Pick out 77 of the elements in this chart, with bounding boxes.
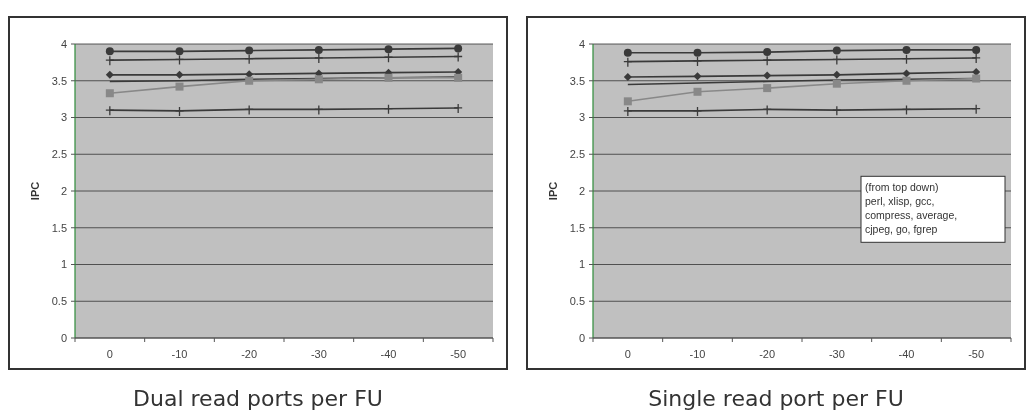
y-tick-label: 2.5 xyxy=(51,148,67,161)
x-tick-label: -40 xyxy=(380,348,397,360)
point xyxy=(105,47,114,56)
x-tick-label: 0 xyxy=(106,348,113,360)
point xyxy=(693,48,702,57)
point xyxy=(972,67,981,76)
x-tick-label: -40 xyxy=(898,348,915,360)
y-tick-label: 4 xyxy=(60,37,67,50)
x-tick-label: -20 xyxy=(241,348,258,360)
point xyxy=(692,106,703,117)
y-axis-title: IPC xyxy=(547,181,559,201)
point xyxy=(693,72,702,81)
x-tick-label: -50 xyxy=(450,348,467,360)
y-tick-label: 0 xyxy=(60,331,67,344)
y-tick-label: 2.5 xyxy=(569,148,585,161)
y-tick-label: 0.5 xyxy=(569,295,585,308)
point xyxy=(623,48,632,57)
point xyxy=(692,56,703,67)
x-tick-label: -50 xyxy=(968,348,985,360)
y-tick-label: 3.5 xyxy=(569,74,585,87)
y-tick-label: 1 xyxy=(578,258,585,271)
y-tick-label: 0.5 xyxy=(51,295,67,308)
text: Single read port per FU xyxy=(648,386,904,411)
x-tick-label: -10 xyxy=(689,348,706,360)
point xyxy=(175,70,184,79)
point xyxy=(832,46,841,55)
text: Dual read ports per FU xyxy=(133,386,383,411)
point xyxy=(832,70,841,79)
point xyxy=(972,45,981,54)
point xyxy=(623,97,632,106)
point xyxy=(971,53,981,64)
y-tick-label: 0 xyxy=(578,331,585,344)
point xyxy=(623,106,633,117)
y-tick-label: 4 xyxy=(578,37,585,50)
point xyxy=(902,45,911,54)
x-tick-label: -30 xyxy=(828,348,845,360)
annotation: cjpeg, go, fgrep xyxy=(865,223,938,236)
y-tick-label: 2 xyxy=(60,184,67,197)
point xyxy=(902,69,911,78)
point xyxy=(105,70,114,79)
point xyxy=(314,75,323,84)
y-tick-label: 1 xyxy=(60,258,67,271)
point xyxy=(175,47,184,56)
point xyxy=(384,73,393,82)
point xyxy=(384,45,393,54)
y-tick-label: 3.5 xyxy=(51,74,67,87)
annotation: (from top down) xyxy=(865,181,939,194)
y-tick-label: 1.5 xyxy=(569,221,585,234)
point xyxy=(763,48,772,57)
point xyxy=(623,73,632,82)
point xyxy=(832,79,841,88)
point xyxy=(174,106,185,117)
point xyxy=(245,46,254,55)
point xyxy=(454,73,463,82)
point xyxy=(763,71,772,80)
annotation: compress, average, xyxy=(865,209,958,222)
point xyxy=(902,76,911,85)
point xyxy=(693,87,702,96)
point xyxy=(453,103,463,114)
point xyxy=(454,44,463,53)
point xyxy=(314,53,324,64)
y-axis-title: IPC xyxy=(29,181,41,201)
y-tick-label: 3 xyxy=(60,111,67,124)
y-tick-label: 2 xyxy=(578,184,585,197)
point xyxy=(175,82,184,91)
annotation: perl, xlisp, gcc, xyxy=(865,195,935,208)
x-tick-label: 0 xyxy=(624,348,631,360)
y-tick-label: 3 xyxy=(578,111,585,124)
x-tick-label: -30 xyxy=(310,348,327,360)
point xyxy=(314,45,323,54)
y-tick-label: 1.5 xyxy=(51,221,67,234)
x-tick-label: -20 xyxy=(759,348,776,360)
point xyxy=(763,84,772,93)
point xyxy=(105,89,114,98)
x-tick-label: -10 xyxy=(171,348,188,360)
point xyxy=(972,74,981,83)
point xyxy=(245,76,254,85)
